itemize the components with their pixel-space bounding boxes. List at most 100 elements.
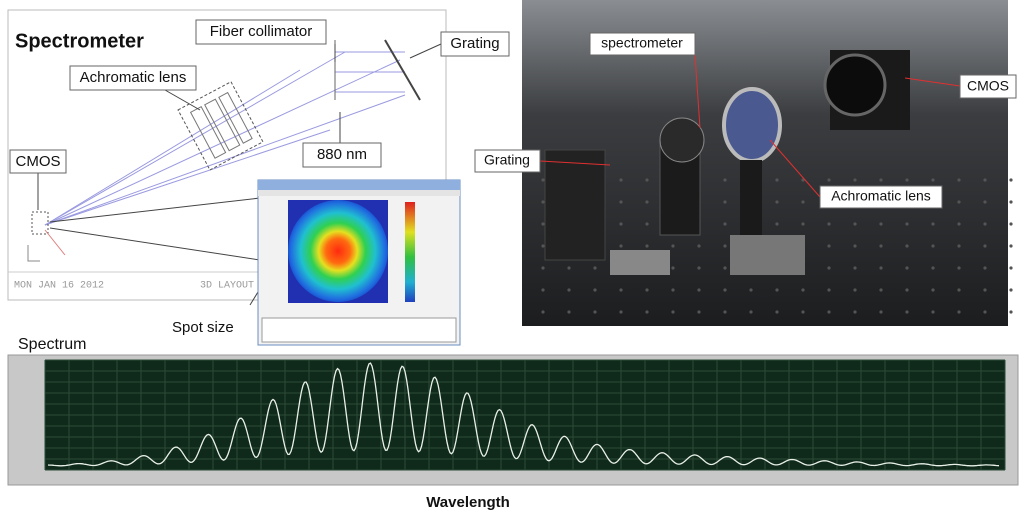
hole xyxy=(827,222,830,225)
hole xyxy=(879,266,882,269)
hole xyxy=(931,178,934,181)
hole xyxy=(931,244,934,247)
hole xyxy=(619,310,622,313)
footer-layout: 3D LAYOUT xyxy=(200,281,254,292)
hole xyxy=(853,244,856,247)
hole xyxy=(593,310,596,313)
stage xyxy=(610,250,670,275)
hole xyxy=(697,310,700,313)
hole xyxy=(983,244,986,247)
hole xyxy=(853,266,856,269)
hole xyxy=(645,310,648,313)
hole xyxy=(645,200,648,203)
hole xyxy=(645,178,648,181)
spot-window xyxy=(258,180,460,345)
hole xyxy=(541,222,544,225)
post xyxy=(740,160,762,240)
hole xyxy=(957,266,960,269)
hole xyxy=(827,178,830,181)
hole xyxy=(827,310,830,313)
hole xyxy=(905,244,908,247)
label: CMOS xyxy=(967,78,1009,94)
hole xyxy=(827,288,830,291)
hole xyxy=(775,222,778,225)
hole xyxy=(723,288,726,291)
hole xyxy=(983,288,986,291)
hole xyxy=(541,178,544,181)
mount xyxy=(545,150,605,260)
hole xyxy=(983,200,986,203)
hole xyxy=(905,288,908,291)
hole xyxy=(775,310,778,313)
hole xyxy=(723,266,726,269)
hole xyxy=(957,178,960,181)
hole xyxy=(671,244,674,247)
hole xyxy=(749,310,752,313)
x-axis-label: Wavelength xyxy=(426,494,510,511)
hole xyxy=(775,288,778,291)
figure: Spectrometer Fiber collimator Grating Ac… xyxy=(0,0,1028,513)
hole xyxy=(749,288,752,291)
hole xyxy=(567,266,570,269)
hole xyxy=(853,288,856,291)
hole xyxy=(983,178,986,181)
label: Grating xyxy=(484,152,530,168)
hole xyxy=(697,244,700,247)
hole xyxy=(619,222,622,225)
lens-optic xyxy=(724,89,780,161)
grid xyxy=(45,360,1005,470)
hole xyxy=(775,200,778,203)
hole xyxy=(983,310,986,313)
hole xyxy=(593,266,596,269)
hole xyxy=(879,310,882,313)
optical-layout: Spectrometer Fiber collimator Grating Ac… xyxy=(8,10,509,345)
spectrometer-optic xyxy=(660,118,704,162)
hole xyxy=(775,178,778,181)
hole xyxy=(671,266,674,269)
spectrum-title: Spectrum xyxy=(18,336,86,353)
hole xyxy=(879,222,882,225)
hole xyxy=(853,178,856,181)
hole xyxy=(697,288,700,291)
hole xyxy=(957,244,960,247)
hole xyxy=(593,288,596,291)
hole xyxy=(671,310,674,313)
hole xyxy=(931,222,934,225)
hole xyxy=(905,310,908,313)
hole xyxy=(723,178,726,181)
label: spectrometer xyxy=(601,35,683,51)
hole xyxy=(905,178,908,181)
window-titlebar xyxy=(258,180,460,190)
hole xyxy=(931,266,934,269)
hole xyxy=(723,310,726,313)
hole xyxy=(723,222,726,225)
label: Achromatic lens xyxy=(80,69,187,86)
hole xyxy=(983,222,986,225)
hole xyxy=(801,200,804,203)
hole xyxy=(1009,310,1012,313)
hole xyxy=(853,222,856,225)
hole xyxy=(853,310,856,313)
hole xyxy=(645,288,648,291)
label: 880 nm xyxy=(317,146,367,163)
spot xyxy=(288,200,388,302)
hole xyxy=(541,244,544,247)
hole xyxy=(697,266,700,269)
hole xyxy=(905,266,908,269)
hole xyxy=(1009,222,1012,225)
hole xyxy=(931,288,934,291)
hole xyxy=(567,310,570,313)
hole xyxy=(957,288,960,291)
stage xyxy=(730,235,805,275)
hole xyxy=(671,288,674,291)
hole xyxy=(801,222,804,225)
hole xyxy=(723,244,726,247)
hole xyxy=(801,310,804,313)
hole xyxy=(931,310,934,313)
hole xyxy=(1009,266,1012,269)
hole xyxy=(541,200,544,203)
hole xyxy=(827,244,830,247)
label: Grating xyxy=(450,35,499,52)
hole xyxy=(1009,200,1012,203)
hole xyxy=(645,222,648,225)
